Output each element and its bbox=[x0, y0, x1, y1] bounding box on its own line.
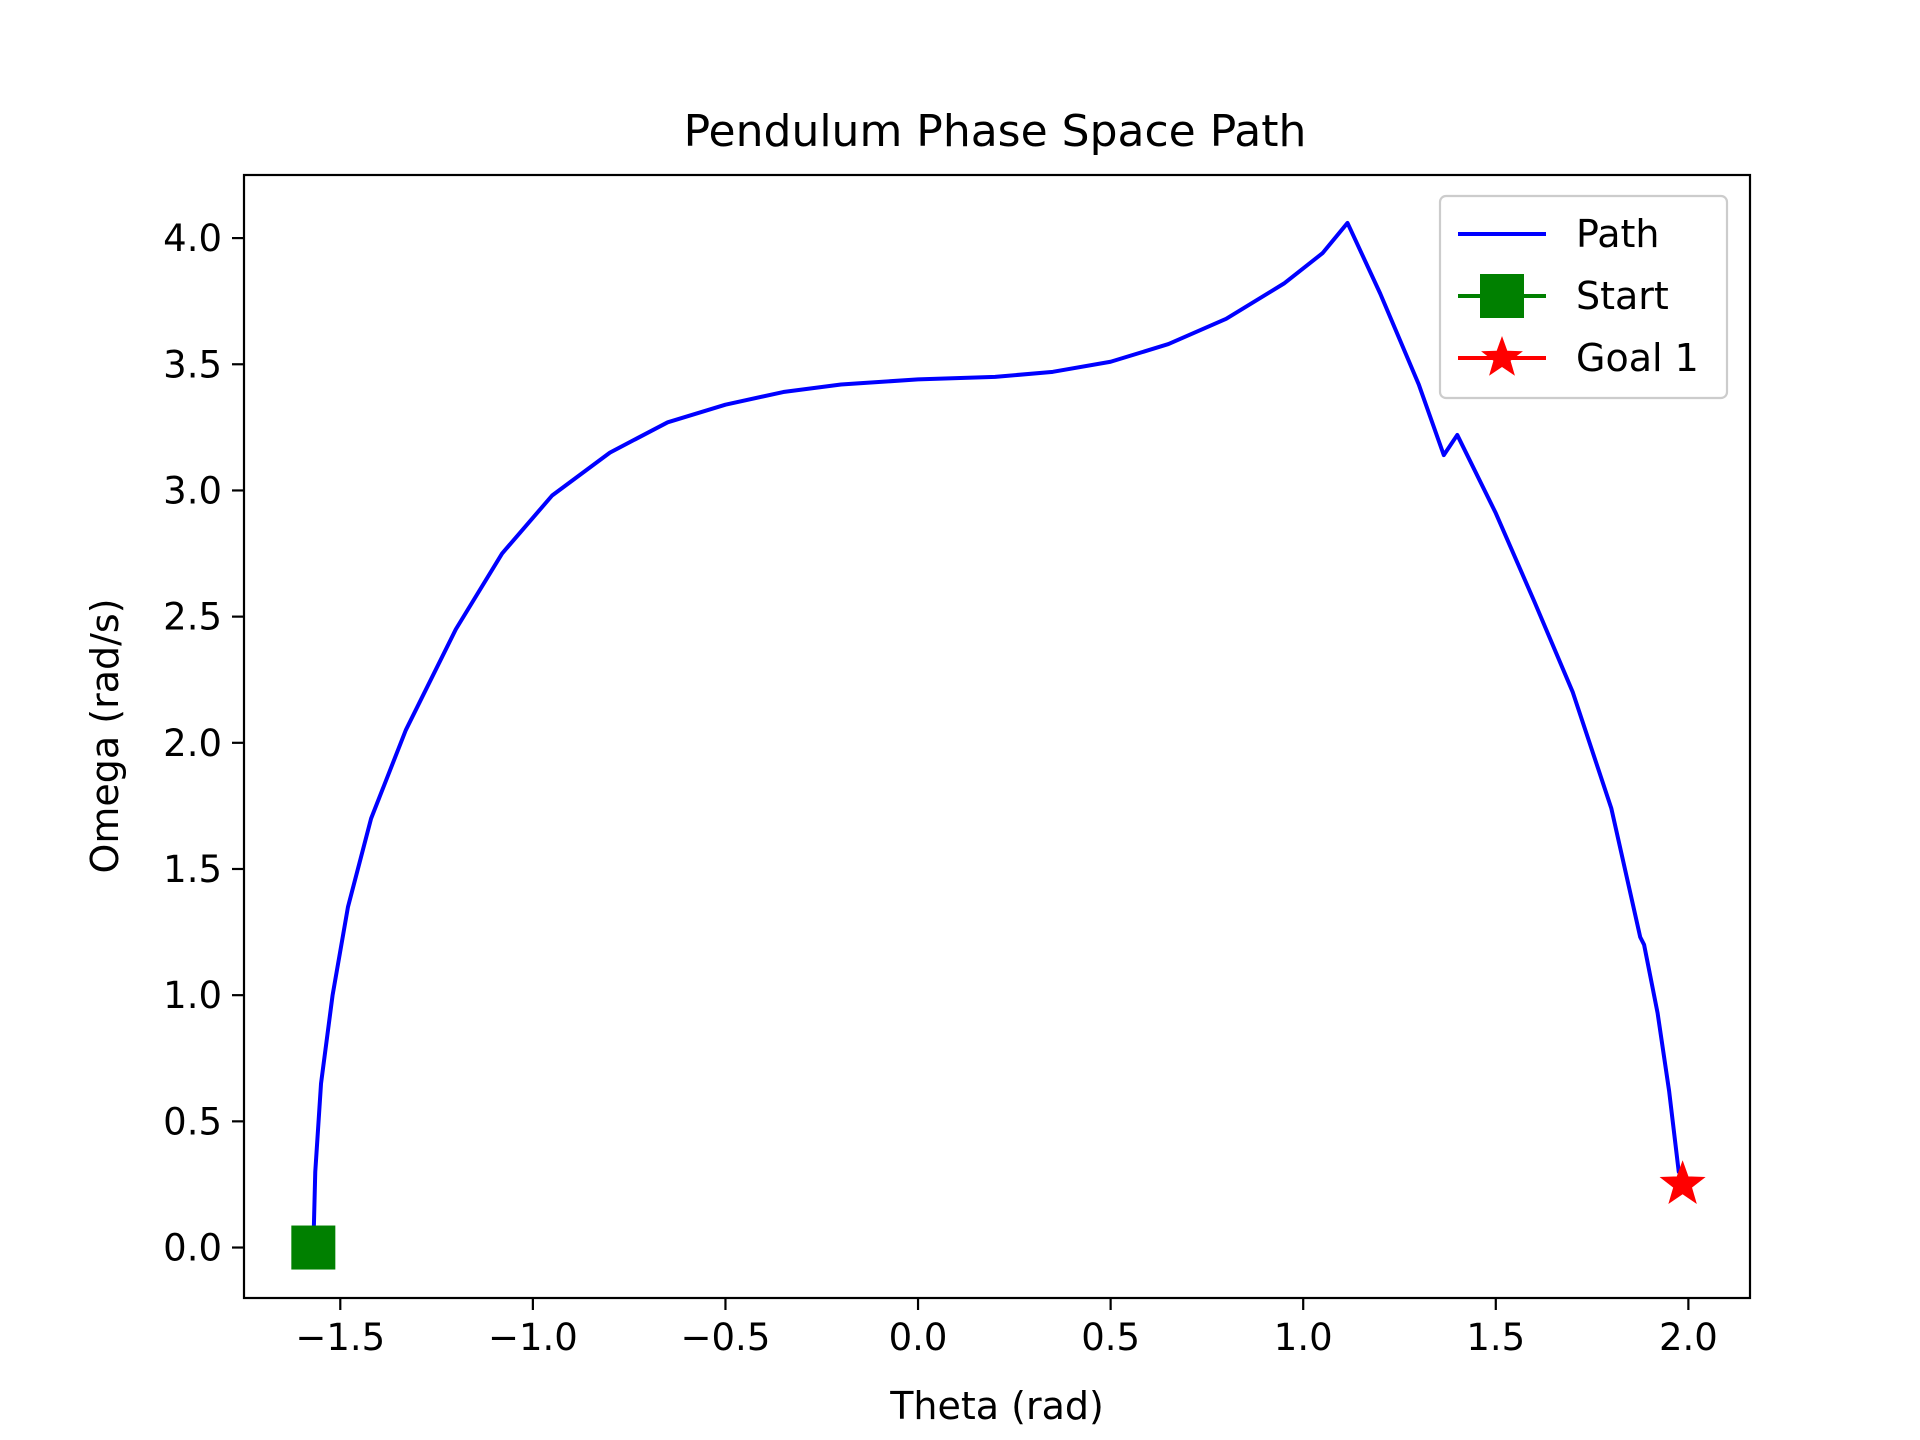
y-tick-label: 3.0 bbox=[163, 469, 222, 512]
y-tick-label: 2.5 bbox=[163, 596, 222, 639]
y-tick-label: 4.0 bbox=[163, 217, 222, 260]
x-tick-label: 0.0 bbox=[889, 1316, 948, 1359]
y-tick-label: 1.5 bbox=[163, 848, 222, 891]
axis-ticks: −1.5 −1.0 −0.5 0.0 0.5 1.0 1.5 2.0 0.0 0.5 1.0 1.5 2… bbox=[163, 217, 1718, 1359]
legend: Path Start Goal 1 bbox=[1438, 194, 1729, 400]
x-tick-label: 0.5 bbox=[1081, 1316, 1140, 1359]
legend-square-swatch bbox=[1480, 274, 1524, 318]
y-tick-label: 0.5 bbox=[163, 1100, 222, 1143]
legend-label: Path bbox=[1576, 212, 1659, 256]
y-axis-label: Omega (rad/s) bbox=[83, 598, 127, 873]
plot-frame bbox=[242, 173, 1752, 1300]
markers-layer bbox=[291, 1160, 1706, 1270]
legend-label: Start bbox=[1576, 274, 1669, 318]
series-layer bbox=[311, 220, 1681, 1250]
x-tick-label: 1.5 bbox=[1466, 1316, 1525, 1359]
legend-star-swatch bbox=[1481, 336, 1523, 376]
goal-marker bbox=[1659, 1160, 1706, 1205]
x-tick-label: 2.0 bbox=[1659, 1316, 1718, 1359]
legend-entry-goal: Goal 1 bbox=[1458, 336, 1699, 380]
x-tick-label: −0.5 bbox=[681, 1316, 771, 1359]
x-tick-label: −1.5 bbox=[295, 1316, 385, 1359]
y-tick-label: 3.5 bbox=[163, 343, 222, 386]
y-tick-label: 0.0 bbox=[163, 1227, 222, 1270]
x-axis-label: Theta (rad) bbox=[889, 1384, 1104, 1428]
chart-title: Pendulum Phase Space Path bbox=[684, 106, 1307, 157]
legend-label: Goal 1 bbox=[1576, 336, 1699, 380]
start-marker bbox=[291, 1225, 336, 1270]
x-tick-label: −1.0 bbox=[488, 1316, 578, 1359]
legend-entry-start: Start bbox=[1458, 274, 1669, 318]
series-line-path bbox=[311, 220, 1681, 1250]
legend-frame bbox=[1438, 194, 1729, 400]
y-tick-label: 1.0 bbox=[163, 974, 222, 1017]
x-tick-label: 1.0 bbox=[1274, 1316, 1333, 1359]
y-tick-label: 2.0 bbox=[163, 722, 222, 765]
legend-entry-path: Path bbox=[1458, 212, 1659, 256]
